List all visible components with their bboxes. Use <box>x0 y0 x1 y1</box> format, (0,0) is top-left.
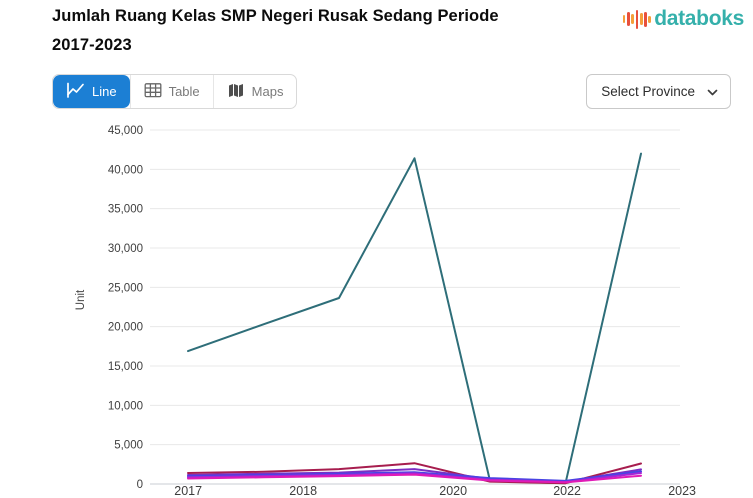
y-axis-title: Unit <box>75 289 87 310</box>
tab-table-label: Table <box>168 84 200 99</box>
chart-view-tabs: Line Table Maps <box>52 74 298 109</box>
tab-maps[interactable]: Maps <box>212 75 297 108</box>
databoks-logo[interactable]: databoks <box>622 7 744 31</box>
line-series-teal[interactable] <box>187 152 642 485</box>
tab-maps-label: Maps <box>251 84 284 99</box>
logo-bar <box>631 14 635 24</box>
chart-svg: 0 5,000 10,000 15,000 20,000 25,000 30,000 35,0… <box>75 125 696 498</box>
logo-bar <box>626 12 630 26</box>
y-tick-label: 45,000 <box>108 125 143 137</box>
x-tick-label: 2022 <box>553 484 581 498</box>
logo-bar <box>639 13 643 25</box>
x-tick-label: 2017 <box>174 484 202 498</box>
tab-line[interactable]: Line <box>53 75 130 108</box>
y-tick-label: 30,000 <box>108 243 143 255</box>
x-tick-label: 2023 <box>668 484 696 498</box>
x-tick-label: 2020 <box>439 484 467 498</box>
y-tick-label: 35,000 <box>108 204 143 216</box>
page-title: Jumlah Ruang Kelas SMP Negeri Rusak Seda… <box>52 2 617 60</box>
line-series-blue[interactable] <box>187 470 642 482</box>
y-tick-label: 25,000 <box>108 282 143 294</box>
y-tick-label: 20,000 <box>108 322 143 334</box>
databoks-logo-icon <box>622 7 652 31</box>
y-tick-label: 15,000 <box>108 361 143 373</box>
tab-line-label: Line <box>92 84 117 99</box>
y-tick-label: 0 <box>137 479 143 491</box>
y-tick-label: 40,000 <box>108 164 143 176</box>
table-grid-icon <box>144 82 162 101</box>
y-tick-label: 10,000 <box>108 400 143 412</box>
tab-table[interactable]: Table <box>129 75 213 108</box>
logo-bar <box>622 15 626 23</box>
databoks-wordmark: databoks <box>654 7 744 30</box>
page-title-line2: 2017-2023 <box>52 36 132 54</box>
y-tick-label: 5,000 <box>114 440 143 452</box>
chevron-down-icon <box>707 84 718 99</box>
page-title-line1: Jumlah Ruang Kelas SMP Negeri Rusak Seda… <box>52 7 499 25</box>
logo-bar <box>644 11 647 27</box>
select-province-dropdown[interactable]: Select Province <box>586 74 731 109</box>
line-series-magenta[interactable] <box>187 473 642 484</box>
maps-icon <box>227 81 245 102</box>
logo-bar <box>635 9 639 29</box>
select-province-label: Select Province <box>601 84 695 99</box>
x-tick-label: 2018 <box>289 484 317 498</box>
line-chart-icon <box>66 82 85 101</box>
logo-bar <box>648 15 652 23</box>
